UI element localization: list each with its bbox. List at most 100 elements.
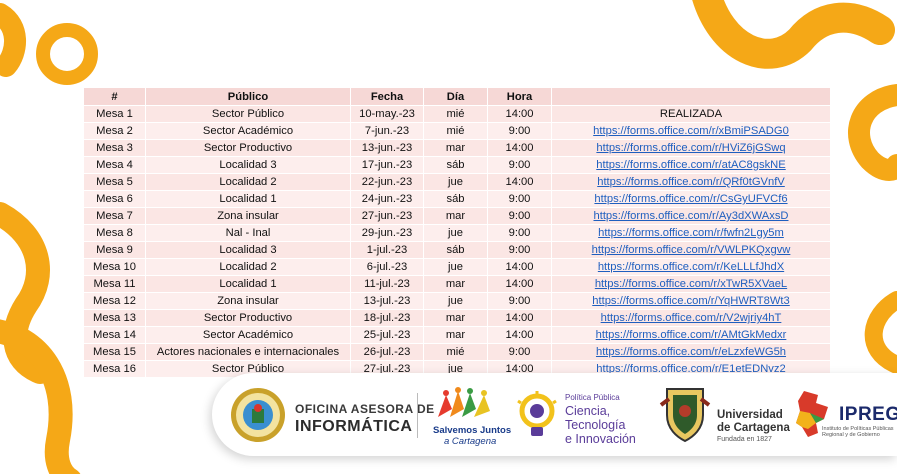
header-link [552, 88, 831, 106]
cell-dia: sáb [424, 242, 488, 259]
cell-fecha: 29-jun.-23 [351, 225, 424, 242]
cell-link[interactable]: https://forms.office.com/r/KeLLLfJhdX [552, 259, 831, 276]
cell-fecha: 13-jun.-23 [351, 140, 424, 157]
cell-fecha: 13-jul.-23 [351, 293, 424, 310]
cell-num: Mesa 7 [84, 208, 146, 225]
cell-num: Mesa 6 [84, 191, 146, 208]
table-row: Mesa 12 Zona insular 13-jul.-23 jue 9:00 http… [84, 293, 831, 310]
cell-dia: mié [424, 106, 488, 123]
cell-fecha: 10-may.-23 [351, 106, 424, 123]
logo-divider [417, 393, 418, 438]
cell-num: Mesa 12 [84, 293, 146, 310]
cell-link[interactable]: https://forms.office.com/r/xTwR5XVaeL [552, 276, 831, 293]
table-row: Mesa 6 Localidad 1 24-jun.-23 sáb 9:00 https:… [84, 191, 831, 208]
cell-publico: Localidad 1 [146, 276, 351, 293]
cell-hora: 9:00 [488, 123, 552, 140]
ipreg-map-icon [796, 391, 828, 437]
cell-hora: 14:00 [488, 276, 552, 293]
university-shield-icon [659, 388, 711, 443]
ring-top-left [36, 23, 98, 85]
politica-line3: e Innovación [565, 432, 636, 446]
cell-hora: 14:00 [488, 259, 552, 276]
universidad-line1: Universidad [717, 409, 783, 421]
header-fecha: Fecha [351, 88, 424, 106]
table-row: Mesa 7 Zona insular 27-jun.-23 mar 9:00 https… [84, 208, 831, 225]
cell-dia: sáb [424, 191, 488, 208]
cell-publico: Localidad 2 [146, 259, 351, 276]
ribbon-bottom-left [0, 202, 52, 384]
header-num: # [84, 88, 146, 106]
cell-publico: Localidad 1 [146, 191, 351, 208]
cell-num: Mesa 16 [84, 361, 146, 378]
cell-hora: 9:00 [488, 293, 552, 310]
politica-line0: Política Pública [565, 393, 620, 402]
salvemos-line2: a Cartagena [444, 436, 497, 447]
cell-dia: sáb [424, 157, 488, 174]
ipreg-name: IPREG [839, 404, 897, 425]
cell-dia: mié [424, 123, 488, 140]
universidad-line2: de Cartagena [717, 422, 790, 434]
cell-publico: Localidad 3 [146, 242, 351, 259]
schedule-table: # Público Fecha Día Hora Mesa 1 Sector Pú… [84, 88, 831, 378]
cell-link[interactable]: https://forms.office.com/r/YqHWRT8Wt3 [552, 293, 831, 310]
cell-dia: mar [424, 276, 488, 293]
table-row: Mesa 3 Sector Productivo 13-jun.-23 mar 14:0… [84, 140, 831, 157]
cell-num: Mesa 14 [84, 327, 146, 344]
cartagena-seal-icon [231, 388, 285, 442]
cell-hora: 14:00 [488, 327, 552, 344]
cell-publico: Sector Público [146, 106, 351, 123]
cell-fecha: 27-jun.-23 [351, 208, 424, 225]
cell-hora: 9:00 [488, 191, 552, 208]
cell-link[interactable]: https://forms.office.com/r/xBmiPSADG0 [552, 123, 831, 140]
salvemos-line1: Salvemos Juntos [433, 425, 512, 436]
cell-hora: 14:00 [488, 174, 552, 191]
cell-num: Mesa 2 [84, 123, 146, 140]
cell-link[interactable]: https://forms.office.com/r/fwfn2Lgy5m [552, 225, 831, 242]
cell-link[interactable]: https://forms.office.com/r/V2wjriy4hT [552, 310, 831, 327]
cell-num: Mesa 10 [84, 259, 146, 276]
table-row: Mesa 11 Localidad 1 11-jul.-23 mar 14:00 http… [84, 276, 831, 293]
table-row: Mesa 2 Sector Académico 7-jun.-23 mié 9:00 ht… [84, 123, 831, 140]
cell-num: Mesa 3 [84, 140, 146, 157]
cell-link[interactable]: https://forms.office.com/r/HViZ6jGSwq [552, 140, 831, 157]
cell-fecha: 1-jul.-23 [351, 242, 424, 259]
politica-line1: Ciencia, [565, 404, 611, 418]
table-row: Mesa 13 Sector Productivo 18-jul.-23 mar 14:… [84, 310, 831, 327]
cell-fecha: 22-jun.-23 [351, 174, 424, 191]
table-row: Mesa 15 Actores nacionales e internaciona… [84, 344, 831, 361]
cell-link[interactable]: https://forms.office.com/r/QRf0tGVnfV [552, 174, 831, 191]
logo-bar: OFICINA ASESORA DE INFORMÁTICA Salvemos … [212, 373, 897, 456]
table-row: Mesa 4 Localidad 3 17-jun.-23 sáb 9:00 https:… [84, 157, 831, 174]
salvemos-figures-icon [438, 387, 490, 417]
cell-hora: 9:00 [488, 157, 552, 174]
cell-publico: Zona insular [146, 293, 351, 310]
cell-hora: 9:00 [488, 225, 552, 242]
oficina-line1: OFICINA ASESORA DE [295, 402, 435, 416]
cell-fecha: 25-jul.-23 [351, 327, 424, 344]
oficina-line2: INFORMÁTICA [295, 418, 413, 435]
cell-dia: mié [424, 344, 488, 361]
table-row: Mesa 9 Localidad 3 1-jul.-23 sáb 9:00 https:/… [84, 242, 831, 259]
cell-link[interactable]: https://forms.office.com/r/Ay3dXWAxsD [552, 208, 831, 225]
cell-link[interactable]: https://forms.office.com/r/eLzxfeWG5h [552, 344, 831, 361]
cell-fecha: 26-jul.-23 [351, 344, 424, 361]
cell-link[interactable]: https://forms.office.com/r/AMtGkMedxr [552, 327, 831, 344]
cell-publico: Actores nacionales e internacionales [146, 344, 351, 361]
cell-fecha: 24-jun.-23 [351, 191, 424, 208]
cell-link[interactable]: https://forms.office.com/r/VWLPKQxgvw [552, 242, 831, 259]
table-row: Mesa 5 Localidad 2 22-jun.-23 jue 14:00 https… [84, 174, 831, 191]
table-row: Mesa 8 Nal - Inal 29-jun.-23 jue 9:00 https:/… [84, 225, 831, 242]
cell-dia: mar [424, 208, 488, 225]
ribbon-right-bottom [864, 291, 897, 374]
cell-dia: jue [424, 259, 488, 276]
cell-dia: jue [424, 174, 488, 191]
universidad-line3: Fundada en 1827 [717, 436, 772, 443]
cell-link[interactable]: https://forms.office.com/r/atAC8gskNE [552, 157, 831, 174]
cell-dia: mar [424, 327, 488, 344]
lightbulb-icon [517, 391, 557, 436]
cell-dia: mar [424, 140, 488, 157]
cell-link[interactable]: https://forms.office.com/r/CsGyUFVCf6 [552, 191, 831, 208]
politica-line2: Tecnología [565, 418, 626, 432]
table-row: Mesa 10 Localidad 2 6-jul.-23 jue 14:00 https… [84, 259, 831, 276]
